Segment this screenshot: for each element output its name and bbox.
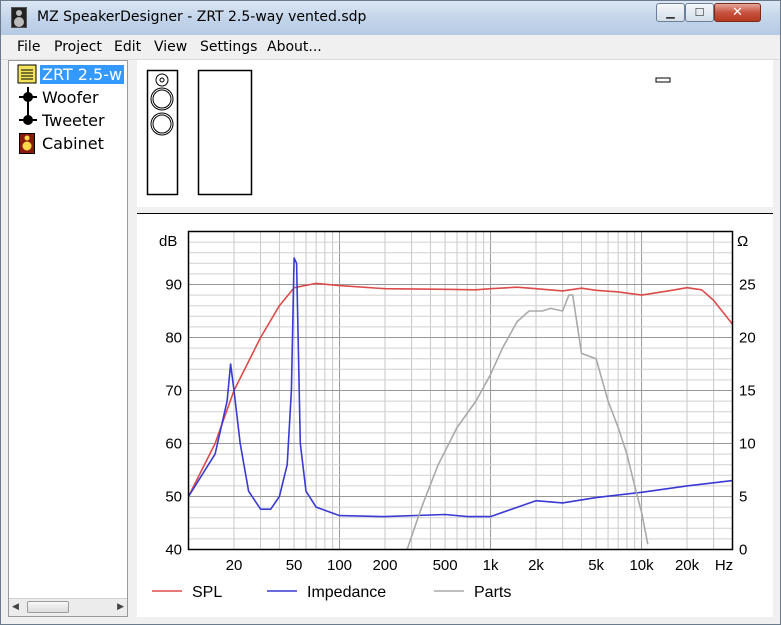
chart-pane: dB Ω 20 50 100 200 500 1k 2k 5k 10k 20k Hz 40 50 60 70… — [137, 214, 773, 617]
scroll-right-icon[interactable]: ▶ — [117, 602, 124, 612]
title-bar[interactable]: MZ SpeakerDesigner - ZRT 2.5-way vented.… — [1, 1, 780, 35]
maximize-button[interactable]: ☐ — [685, 3, 714, 22]
y-axis-right-label: Ω — [737, 233, 748, 250]
x-tick-label: 500 — [433, 557, 458, 574]
y-tick-label-left: 50 — [165, 489, 182, 506]
y-tick-label-right: 20 — [739, 330, 756, 347]
minimize-button[interactable]: ▁ — [656, 3, 685, 22]
legend-label: Parts — [474, 584, 511, 601]
cabinet-drawing — [146, 69, 671, 196]
woofer-node-icon — [19, 92, 37, 102]
menu-settings[interactable]: Settings — [200, 39, 258, 55]
frequency-response-chart: dB Ω 20 50 100 200 500 1k 2k 5k 10k 20k Hz40506070… — [152, 230, 756, 601]
tree-item-label: Tweeter — [42, 110, 105, 130]
cabinet-icon — [19, 133, 35, 154]
chart-legend: SPL Impedance Parts — [152, 584, 511, 601]
menu-edit[interactable]: Edit — [114, 39, 142, 55]
y-tick-label-left: 90 — [165, 277, 182, 294]
menu-project[interactable]: Project — [54, 39, 102, 55]
y-tick-label-right: 5 — [739, 489, 747, 506]
project-tree[interactable]: ZRT 2.5-w Woofer Tweeter Cabinet — [8, 60, 128, 617]
horizontal-splitter[interactable] — [137, 207, 773, 214]
x-tick-label: 10k — [629, 557, 654, 574]
y-tick-label-left: 80 — [165, 330, 182, 347]
tree-item-label: Cabinet — [42, 133, 104, 153]
horizontal-scrollbar[interactable]: ◀ ▶ — [9, 598, 127, 616]
menu-about[interactable]: About... — [267, 39, 322, 55]
y-tick-label-right: 10 — [739, 436, 756, 453]
x-tick-label: 20 — [226, 557, 243, 574]
chart-ticks: 20 50 100 200 500 1k 2k 5k 10k 20k Hz 40 50 60 70 80 90 0… — [165, 277, 755, 575]
y-tick-label-left: 70 — [165, 383, 182, 400]
menu-file[interactable]: File — [17, 39, 41, 55]
chart-grid — [188, 231, 733, 550]
x-axis-unit: Hz — [715, 557, 733, 574]
tree-item-label: Woofer — [42, 87, 99, 107]
y-tick-label-right: 15 — [739, 383, 756, 400]
woofer-drawing-2 — [150, 112, 174, 136]
series-line-parts — [406, 294, 649, 550]
y-tick-label-right: 0 — [739, 542, 747, 559]
legend-label: Impedance — [307, 584, 386, 601]
y-tick-label-left: 60 — [165, 436, 182, 453]
y-tick-label-left: 40 — [165, 542, 182, 559]
tweeter-drawing — [155, 73, 169, 87]
close-button[interactable]: ✕ — [714, 3, 761, 22]
y-tick-label-right: 25 — [739, 277, 756, 294]
plot-frame — [187, 230, 734, 551]
scale-marker — [655, 77, 671, 83]
window-title: MZ SpeakerDesigner - ZRT 2.5-way vented.… — [37, 9, 367, 25]
tree-item-label: ZRT 2.5-w — [40, 64, 125, 84]
scroll-left-icon[interactable]: ◀ — [12, 602, 19, 612]
woofer-drawing-1 — [150, 87, 174, 111]
x-tick-label: 5k — [588, 557, 604, 574]
series-line-impedance — [187, 257, 733, 518]
menu-bar: File Project Edit View Settings About... — [1, 35, 780, 60]
legend-label: SPL — [192, 584, 222, 601]
x-tick-label: 200 — [372, 557, 397, 574]
x-tick-label: 1k — [483, 557, 499, 574]
vertical-splitter[interactable] — [128, 60, 137, 617]
document-icon — [17, 64, 37, 84]
menu-view[interactable]: View — [154, 39, 188, 55]
y-axis-left-label: dB — [159, 233, 177, 250]
speaker-app-icon[interactable] — [11, 7, 27, 28]
x-tick-label: 20k — [675, 557, 700, 574]
chart-series — [187, 257, 734, 550]
cabinet-preview — [137, 60, 773, 208]
series-line-spl — [187, 282, 734, 497]
x-tick-label: 50 — [286, 557, 303, 574]
tweeter-node-icon — [19, 115, 37, 125]
x-tick-label: 100 — [327, 557, 352, 574]
cabinet-side-view — [197, 69, 253, 196]
scroll-thumb[interactable] — [27, 601, 69, 613]
x-tick-label: 2k — [528, 557, 544, 574]
